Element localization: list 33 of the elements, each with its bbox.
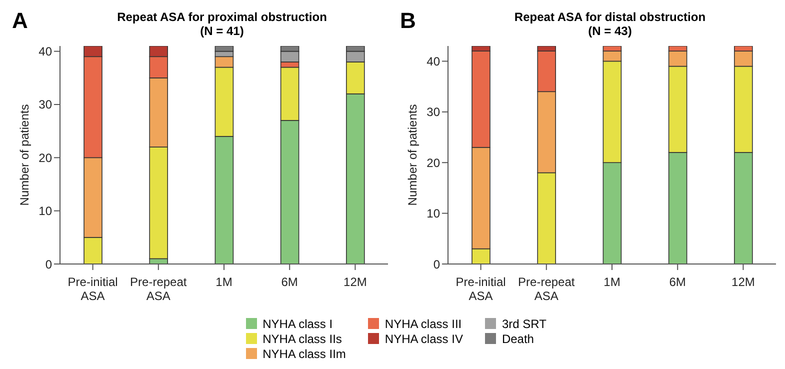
chart-title: Repeat ASA for proximal obstruction (N = 41) xyxy=(116,10,328,38)
y-axis-title: Number of patients xyxy=(405,104,420,206)
x-tick-label: 6M xyxy=(669,275,686,289)
y-tick-label: 0 xyxy=(433,257,440,272)
y-tick-label: 40 xyxy=(426,54,440,68)
legend-label: NYHA class IIm xyxy=(262,346,346,360)
y-tick-label: 20 xyxy=(38,150,52,165)
x-tick-label: Pre-initial ASA xyxy=(68,275,118,303)
x-tick-label: 6M xyxy=(281,275,298,289)
x-tick-label: Pre-initial ASA xyxy=(456,275,506,303)
legend-label: NYHA class IV xyxy=(384,332,463,346)
y-tick-label: 0 xyxy=(45,257,52,272)
x-tick-label: 1M xyxy=(604,275,620,289)
y-tick-label: 20 xyxy=(426,156,440,170)
text: A xyxy=(12,8,28,34)
y-tick-label: 40 xyxy=(38,44,52,59)
legend-label: 3rd SRT xyxy=(502,316,546,330)
x-tick-label: 12M xyxy=(732,275,755,289)
x-tick-label: 12M xyxy=(344,275,367,289)
legend-label: NYHA class III xyxy=(384,316,462,330)
x-tick-label: Pre-repeat ASA xyxy=(518,275,576,303)
x-tick-label: Pre-repeat ASA xyxy=(130,275,188,303)
y-axis-title: Number of patients xyxy=(17,104,32,206)
y-tick-label: 30 xyxy=(38,98,52,112)
legend-label: NYHA class IIs xyxy=(262,332,342,346)
chart-title: Repeat ASA for distal obstruction (N = 43) xyxy=(513,10,707,38)
y-tick-label: 10 xyxy=(38,204,52,218)
text: B xyxy=(400,8,416,34)
y-tick-label: 10 xyxy=(426,206,440,221)
x-tick-label: 1M xyxy=(216,275,232,289)
legend-label: NYHA class I xyxy=(262,316,333,330)
y-tick-label: 30 xyxy=(426,105,440,120)
legend-label: Death xyxy=(502,332,534,346)
